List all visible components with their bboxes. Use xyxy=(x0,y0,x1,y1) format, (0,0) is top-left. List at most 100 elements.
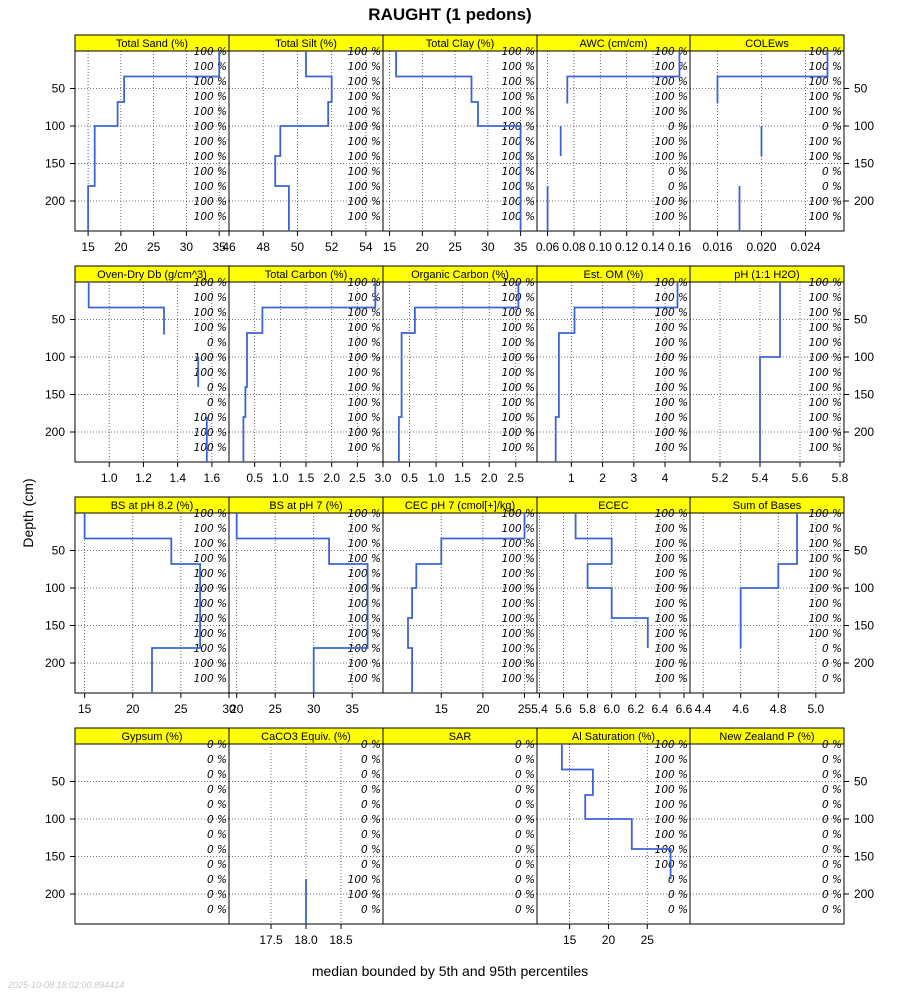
percent-label: 100 % xyxy=(809,628,842,640)
percent-label: 100 % xyxy=(655,196,688,208)
percent-label: 100 % xyxy=(655,553,688,565)
x-tick-label: 1.0 xyxy=(272,471,289,485)
percent-label: 100 % xyxy=(194,553,227,565)
x-tick-label: 30 xyxy=(222,702,236,716)
x-tick-label: 20 xyxy=(230,702,244,716)
percent-label: 100 % xyxy=(655,106,688,118)
percent-label: 100 % xyxy=(655,628,688,640)
percent-label: 0 % xyxy=(822,643,842,655)
y-tick-label: 100 xyxy=(854,119,874,133)
median-depth-line xyxy=(759,282,781,462)
panel-title: CEC pH 7 (cmol[+]/kg) xyxy=(405,500,515,512)
percent-label: 100 % xyxy=(655,799,688,811)
x-tick-label: 5.0 xyxy=(807,702,824,716)
percent-label: 100 % xyxy=(502,523,535,535)
x-tick-label: 5.6 xyxy=(792,471,809,485)
percent-label: 100 % xyxy=(809,583,842,595)
x-tick-label: 54 xyxy=(359,240,373,254)
percent-label: 100 % xyxy=(194,442,227,454)
x-tick-label: 0.5 xyxy=(401,471,418,485)
x-tick-label: 0.020 xyxy=(746,240,776,254)
percent-label: 100 % xyxy=(809,91,842,103)
percent-label: 100 % xyxy=(502,61,535,73)
percent-label: 100 % xyxy=(809,523,842,535)
percent-label: 100 % xyxy=(655,76,688,88)
chart-title: RAUGHT (1 pedons) xyxy=(368,5,532,24)
x-tick-label: 25 xyxy=(147,240,161,254)
percent-label: 0 % xyxy=(515,814,535,826)
panel-frame xyxy=(689,50,845,232)
percent-label: 100 % xyxy=(809,367,842,379)
percent-label: 100 % xyxy=(809,508,842,520)
percent-label: 0 % xyxy=(361,904,381,916)
percent-label: 0 % xyxy=(515,829,535,841)
percent-label: 0 % xyxy=(207,337,227,349)
percent-label: 0 % xyxy=(207,739,227,751)
percent-label: 100 % xyxy=(348,382,381,394)
percent-label: 100 % xyxy=(348,508,381,520)
x-tick-label: 15 xyxy=(383,240,397,254)
percent-label: 100 % xyxy=(655,91,688,103)
percent-label: 100 % xyxy=(348,613,381,625)
percent-label: 0 % xyxy=(207,904,227,916)
percent-label: 100 % xyxy=(502,91,535,103)
percent-label: 100 % xyxy=(655,754,688,766)
x-tick-label: 25 xyxy=(269,702,283,716)
percent-label: 100 % xyxy=(655,382,688,394)
percent-label: 100 % xyxy=(809,136,842,148)
y-tick-label: 100 xyxy=(45,812,65,826)
x-tick-label: 2 xyxy=(599,471,606,485)
percent-label: 100 % xyxy=(809,427,842,439)
y-tick-label: 100 xyxy=(45,119,65,133)
percent-label: 0 % xyxy=(361,784,381,796)
percent-label: 100 % xyxy=(502,181,535,193)
x-tick-label: 1.6 xyxy=(204,471,221,485)
percent-label: 100 % xyxy=(809,613,842,625)
percent-label: 100 % xyxy=(194,181,227,193)
percent-label: 100 % xyxy=(809,568,842,580)
x-tick-label: 6.2 xyxy=(627,702,644,716)
percent-label: 100 % xyxy=(502,322,535,334)
percent-label: 0 % xyxy=(361,844,381,856)
percent-label: 0 % xyxy=(207,397,227,409)
percent-label: 100 % xyxy=(348,121,381,133)
panel-title: Total Carbon (%) xyxy=(265,269,348,281)
percent-label: 100 % xyxy=(194,196,227,208)
median-depth-line xyxy=(739,513,798,648)
x-tick-label: 1.0 xyxy=(101,471,118,485)
median-depth-line xyxy=(554,282,679,462)
percent-label: 0 % xyxy=(822,874,842,886)
percent-label: 100 % xyxy=(655,568,688,580)
percent-label: 100 % xyxy=(194,166,227,178)
percent-label: 0 % xyxy=(822,814,842,826)
percent-label: 100 % xyxy=(502,352,535,364)
x-tick-label: 0.12 xyxy=(615,240,639,254)
percent-label: 100 % xyxy=(502,166,535,178)
percent-label: 0 % xyxy=(515,754,535,766)
percent-label: 100 % xyxy=(194,658,227,670)
percent-label: 100 % xyxy=(348,568,381,580)
x-tick-label: 4 xyxy=(662,471,669,485)
percent-label: 0 % xyxy=(822,658,842,670)
panel-title: Total Clay (%) xyxy=(426,38,494,50)
percent-label: 100 % xyxy=(655,613,688,625)
percent-label: 100 % xyxy=(194,367,227,379)
percent-label: 0 % xyxy=(822,121,842,133)
percent-label: 100 % xyxy=(655,523,688,535)
panel-title: CaCO3 Equiv. (%) xyxy=(261,731,351,743)
panel-title: pH (1:1 H2O) xyxy=(734,269,799,281)
x-tick-label: 25 xyxy=(448,240,462,254)
percent-label: 0 % xyxy=(822,829,842,841)
timestamp: 2025-10-08 18:02:00.894414 xyxy=(8,980,125,990)
percent-label: 100 % xyxy=(348,337,381,349)
percent-label: 100 % xyxy=(655,673,688,685)
percent-label: 100 % xyxy=(194,307,227,319)
percent-label: 100 % xyxy=(502,151,535,163)
panel-frame xyxy=(689,512,845,694)
percent-label: 100 % xyxy=(655,211,688,223)
percent-label: 100 % xyxy=(502,598,535,610)
percent-label: 100 % xyxy=(502,76,535,88)
percent-label: 100 % xyxy=(655,814,688,826)
percent-label: 100 % xyxy=(194,352,227,364)
x-tick-label: 0.5 xyxy=(246,471,263,485)
